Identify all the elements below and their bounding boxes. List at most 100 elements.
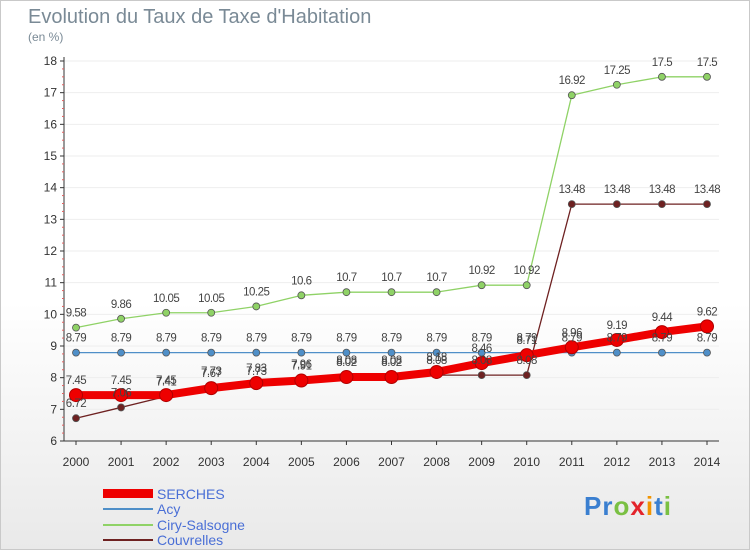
data-label: 7.73 bbox=[246, 366, 266, 378]
data-point bbox=[204, 381, 219, 396]
x-tick-label: 2007 bbox=[378, 455, 405, 469]
data-point bbox=[387, 348, 396, 357]
data-label: 10.05 bbox=[198, 293, 224, 305]
data-point bbox=[567, 91, 576, 100]
data-label: 17.5 bbox=[697, 57, 717, 69]
data-point bbox=[117, 348, 125, 357]
legend-item-couvrelles: Couvrelles bbox=[103, 532, 245, 548]
data-point bbox=[252, 302, 261, 311]
data-label: 8.18 bbox=[426, 352, 446, 364]
data-label: 7.96 bbox=[291, 359, 311, 371]
data-label: 7.83 bbox=[246, 363, 266, 375]
data-label: 7.67 bbox=[201, 368, 221, 380]
unit-label: (en %) bbox=[28, 30, 64, 44]
data-point bbox=[252, 348, 261, 357]
data-point bbox=[612, 348, 621, 357]
legend-swatch bbox=[103, 539, 153, 542]
data-point bbox=[658, 72, 666, 81]
data-point bbox=[72, 348, 80, 357]
x-tick-label: 2003 bbox=[198, 455, 225, 469]
y-tick-label: 11 bbox=[45, 276, 58, 290]
legend-swatch bbox=[103, 489, 153, 499]
data-label: 8.79 bbox=[607, 333, 627, 345]
data-point bbox=[207, 348, 216, 357]
y-tick-label: 18 bbox=[44, 54, 58, 68]
data-point bbox=[519, 348, 534, 363]
brand-letter: o bbox=[613, 491, 631, 521]
data-point bbox=[700, 319, 714, 334]
x-tick-label: 2000 bbox=[63, 455, 90, 469]
data-label: 13.48 bbox=[559, 184, 585, 196]
data-point bbox=[429, 364, 444, 379]
data-point bbox=[522, 371, 531, 380]
data-label: 8.71 bbox=[517, 335, 537, 347]
data-label: 8.79 bbox=[201, 333, 221, 345]
y-tick-label: 15 bbox=[44, 149, 58, 163]
x-tick-label: 2012 bbox=[604, 455, 631, 469]
data-point bbox=[703, 72, 711, 81]
data-label: 8.79 bbox=[66, 333, 86, 345]
data-point bbox=[658, 200, 666, 209]
data-label: 8.02 bbox=[336, 357, 356, 369]
data-point bbox=[432, 288, 441, 297]
data-point bbox=[297, 291, 306, 300]
data-label: 8.08 bbox=[426, 355, 446, 367]
brand-letter: t bbox=[654, 491, 664, 521]
data-label: 7.45 bbox=[111, 375, 131, 387]
data-label: 10.7 bbox=[336, 272, 356, 284]
data-label: 8.79 bbox=[111, 333, 131, 345]
data-point bbox=[609, 332, 624, 347]
x-tick-label: 2005 bbox=[288, 455, 315, 469]
data-point bbox=[72, 323, 80, 332]
data-label: 8.79 bbox=[471, 333, 491, 345]
data-point bbox=[69, 388, 83, 403]
legend-item-ciry-salsogne: Ciry-Salsogne bbox=[103, 517, 245, 533]
brand-letter: P bbox=[584, 491, 603, 521]
data-label: 16.92 bbox=[559, 75, 585, 87]
data-label: 17.5 bbox=[652, 57, 672, 69]
data-point bbox=[297, 348, 306, 357]
brand-letter: r bbox=[602, 491, 614, 521]
data-point bbox=[207, 308, 216, 317]
data-label: 7.45 bbox=[66, 375, 86, 387]
data-point bbox=[114, 388, 129, 403]
data-label: 8.96 bbox=[562, 327, 582, 339]
data-label: 10.92 bbox=[469, 265, 495, 277]
x-tick-label: 2002 bbox=[153, 455, 180, 469]
y-tick-label: 17 bbox=[44, 86, 58, 100]
x-tick-label: 2011 bbox=[559, 455, 585, 469]
data-label: 9.62 bbox=[697, 306, 717, 318]
data-point bbox=[703, 200, 711, 209]
y-tick-label: 16 bbox=[44, 117, 58, 131]
data-point bbox=[658, 348, 666, 357]
data-label: 9.58 bbox=[66, 308, 86, 320]
data-point bbox=[162, 348, 171, 357]
y-tick-label: 8 bbox=[50, 371, 57, 385]
data-label: 7.91 bbox=[291, 361, 311, 373]
legend-label: Acy bbox=[157, 501, 181, 518]
legend-label: Ciry-Salsogne bbox=[157, 516, 245, 533]
data-label: 13.48 bbox=[694, 184, 720, 196]
brand-letter: i bbox=[645, 491, 655, 521]
data-label: 9.19 bbox=[607, 320, 627, 332]
x-tick-label: 2010 bbox=[513, 455, 540, 469]
x-tick-label: 2001 bbox=[108, 455, 135, 469]
data-label: 10.7 bbox=[426, 272, 446, 284]
data-label: 8.08 bbox=[336, 355, 356, 367]
data-label: 13.48 bbox=[649, 184, 675, 196]
y-tick-label: 6 bbox=[50, 434, 57, 448]
data-point bbox=[703, 348, 711, 357]
x-tick-label: 2008 bbox=[423, 455, 450, 469]
data-point bbox=[654, 325, 669, 340]
data-point bbox=[117, 403, 125, 412]
data-label: 8.79 bbox=[517, 333, 537, 345]
x-tick-label: 2013 bbox=[649, 455, 676, 469]
data-point bbox=[159, 388, 174, 403]
legend-swatch bbox=[103, 523, 153, 526]
data-label: 8.08 bbox=[381, 355, 401, 367]
data-label: 9.44 bbox=[652, 312, 673, 324]
data-label: 17.25 bbox=[604, 65, 630, 77]
data-label: 7.45 bbox=[156, 375, 176, 387]
legend-label: SERCHES bbox=[157, 485, 225, 502]
brand-letter: x bbox=[630, 491, 646, 521]
